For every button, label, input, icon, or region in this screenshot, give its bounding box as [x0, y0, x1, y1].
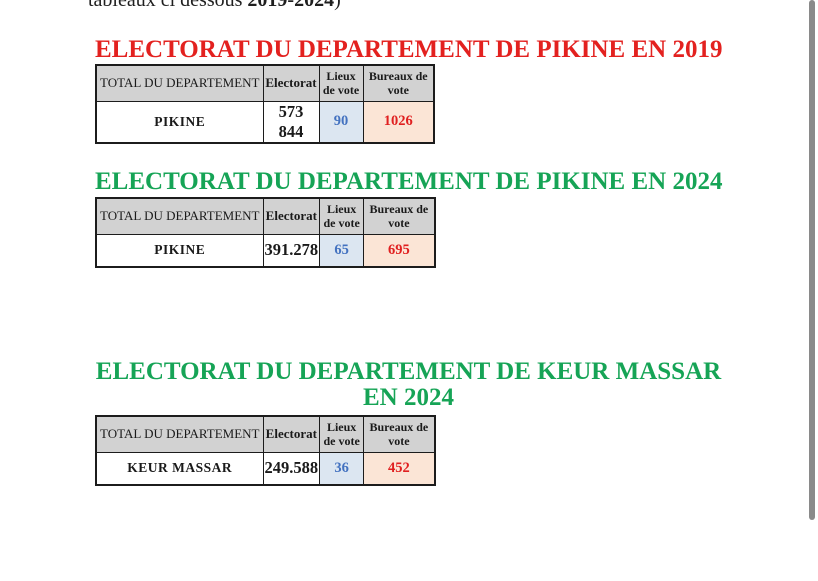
top-cutoff-text-line: tableaux ci dessous 2019-2024)	[88, 0, 508, 12]
top-fragment-bold: 2019-2024	[247, 0, 335, 11]
section-title-line1: ELECTORAT DU DEPARTEMENT DE PIKINE EN 20…	[95, 36, 723, 63]
col-header-electorat: Electorat	[262, 64, 320, 102]
table-data-row: PIKINE 573 844 90 1026	[95, 100, 435, 143]
cell-lieux-de-vote-value: 65	[319, 233, 365, 268]
table-header-row: TOTAL DU DEPARTEMENT Electorat Lieux de …	[95, 197, 436, 235]
col-header-electorat: Electorat	[262, 415, 321, 453]
section-title-keur-massar-2024: ELECTORAT DU DEPARTEMENT DE KEUR MASSAR …	[95, 359, 722, 411]
cell-electorat-value: 249.588	[262, 451, 321, 486]
cell-lieux-de-vote-value: 36	[319, 451, 365, 486]
section-title-pikine-2024: ELECTORAT DU DEPARTEMENT DE PIKINE EN 20…	[95, 169, 722, 195]
table-pikine-2019: TOTAL DU DEPARTEMENT Electorat Lieux de …	[95, 64, 435, 144]
table-keur-massar-2024: TOTAL DU DEPARTEMENT Electorat Lieux de …	[95, 415, 436, 486]
col-header-bureaux-de-vote: Bureaux de vote	[363, 415, 436, 453]
section-title-line1: ELECTORAT DU DEPARTEMENT DE KEUR MASSAR	[95, 358, 722, 385]
top-cutoff-text: tableaux ci dessous 2019-2024)	[88, 0, 508, 12]
col-header-lieux-de-vote: Lieux de vote	[319, 415, 365, 453]
top-fragment-suffix: )	[334, 0, 341, 11]
top-fragment-regular: tableaux ci dessous	[88, 0, 248, 11]
col-header-lieux-de-vote: Lieux de vote	[319, 197, 365, 235]
col-header-total-departement: TOTAL DU DEPARTEMENT	[95, 197, 264, 235]
col-header-bureaux-de-vote: Bureaux de vote	[362, 64, 435, 102]
table-header-row: TOTAL DU DEPARTEMENT Electorat Lieux de …	[95, 415, 436, 453]
table-header-row: TOTAL DU DEPARTEMENT Electorat Lieux de …	[95, 64, 435, 102]
table-data-row: KEUR MASSAR 249.588 36 452	[95, 451, 436, 486]
cell-bureaux-de-vote-value: 452	[363, 451, 436, 486]
cell-electorat-value: 391.278	[262, 233, 321, 268]
scrollbar-thumb[interactable]	[809, 0, 815, 520]
cell-bureaux-de-vote-value: 695	[363, 233, 436, 268]
cell-bureaux-de-vote-value: 1026	[362, 100, 435, 143]
cell-electorat-value: 573 844	[262, 100, 320, 143]
cell-departement-name: KEUR MASSAR	[95, 451, 264, 486]
section-title-line1: ELECTORAT DU DEPARTEMENT DE PIKINE EN 20…	[95, 168, 723, 195]
table-pikine-2024: TOTAL DU DEPARTEMENT Electorat Lieux de …	[95, 197, 436, 268]
section-title-line2: EN 2024	[363, 384, 454, 411]
col-header-electorat: Electorat	[262, 197, 321, 235]
cell-departement-name: PIKINE	[95, 233, 264, 268]
col-header-bureaux-de-vote: Bureaux de vote	[363, 197, 436, 235]
table-data-row: PIKINE 391.278 65 695	[95, 233, 436, 268]
col-header-total-departement: TOTAL DU DEPARTEMENT	[95, 415, 264, 453]
col-header-lieux-de-vote: Lieux de vote	[318, 64, 364, 102]
cell-lieux-de-vote-value: 90	[318, 100, 364, 143]
cell-departement-name: PIKINE	[95, 100, 264, 143]
section-title-pikine-2019: ELECTORAT DU DEPARTEMENT DE PIKINE EN 20…	[95, 37, 722, 63]
col-header-total-departement: TOTAL DU DEPARTEMENT	[95, 64, 264, 102]
